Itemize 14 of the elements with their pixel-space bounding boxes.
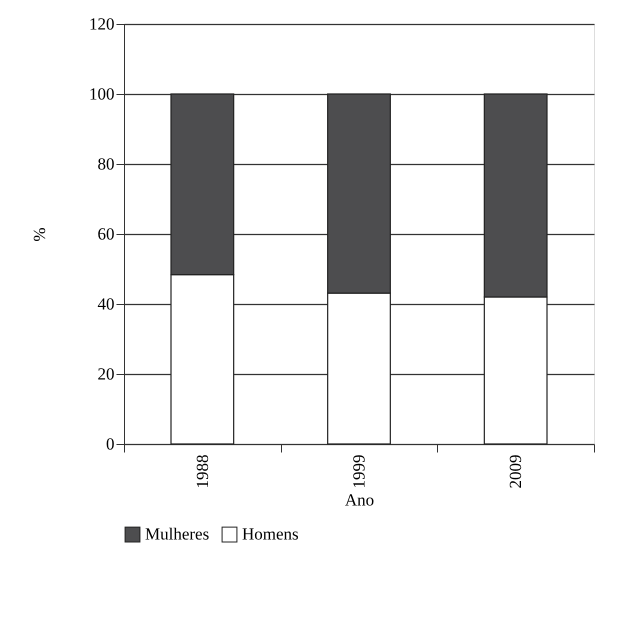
y-tick-label: 80 [98,154,114,174]
y-tick-label: 100 [89,84,114,104]
x-tick-label: 1988 [192,454,212,488]
y-tick-label: 40 [98,294,114,314]
x-axis-title: Ano [344,490,374,510]
legend-label: Homens [242,524,299,544]
y-tick-label: 20 [98,364,114,384]
y-tick-label: 60 [98,224,114,244]
legend-label: Mulheres [145,524,210,544]
y-tick-label: 0 [106,434,114,454]
y-tick-label: 120 [89,14,114,34]
x-tick-label: 2009 [506,454,526,488]
x-tick-label: 1999 [350,454,368,488]
y-axis-title: % [30,227,49,242]
